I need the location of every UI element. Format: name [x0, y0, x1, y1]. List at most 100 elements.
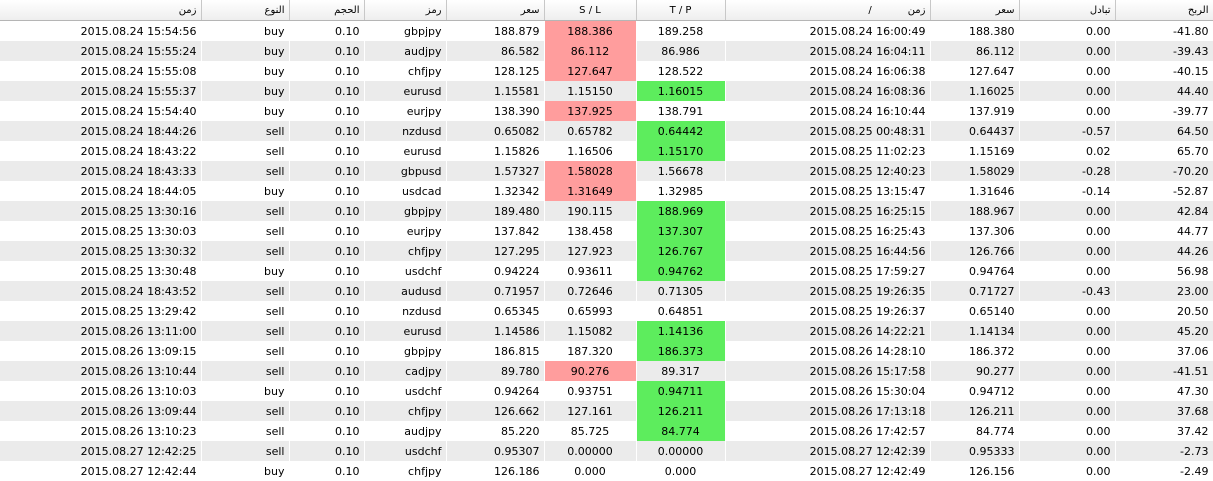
- table-row[interactable]: 2015.08.24 18:43:22 sell 0.10 eurusd 1.15826…: [0, 141, 1213, 161]
- table-row[interactable]: 2015.08.27 12:42:25 sell 0.10 usdchf 0.95307…: [0, 441, 1213, 461]
- cell-open-price: 1.15581: [446, 81, 545, 101]
- cell-close-time: 2015.08.26 15:30:04: [725, 381, 931, 401]
- cell-symbol: usdcad: [364, 181, 447, 201]
- table-row[interactable]: 2015.08.26 13:09:15 sell 0.10 gbpjpy 186.815…: [0, 341, 1213, 361]
- cell-volume: 0.10: [289, 41, 365, 61]
- table-row[interactable]: 2015.08.27 12:42:44 buy 0.10 chfjpy 126.186 0…: [0, 461, 1213, 481]
- cell-open-price: 1.14586: [446, 321, 545, 341]
- col-header-sl[interactable]: S / L: [544, 0, 637, 21]
- cell-close-price: 0.64437: [930, 121, 1020, 141]
- table-row[interactable]: 2015.08.26 13:11:00 sell 0.10 eurusd 1.14586…: [0, 321, 1213, 341]
- cell-type: buy: [201, 381, 290, 401]
- cell-swap: 0.00: [1019, 41, 1116, 61]
- cell-close-price: 137.919: [930, 101, 1020, 121]
- cell-profit: 37.68: [1115, 401, 1213, 421]
- cell-tp: 0.000: [636, 461, 726, 481]
- cell-sl: 1.15150: [544, 81, 637, 101]
- cell-open-time: 2015.08.24 18:43:22: [0, 141, 202, 161]
- cell-profit: -70.20: [1115, 161, 1213, 181]
- table-row[interactable]: 2015.08.24 18:43:33 sell 0.10 gbpusd 1.57327…: [0, 161, 1213, 181]
- cell-close-time: 2015.08.25 13:15:47: [725, 181, 931, 201]
- table-row[interactable]: 2015.08.24 15:54:56 buy 0.10 gbpjpy 188.879 1…: [0, 20, 1213, 41]
- cell-volume: 0.10: [289, 281, 365, 301]
- cell-type: sell: [201, 221, 290, 241]
- col-header-type[interactable]: النوع: [201, 0, 290, 21]
- cell-swap: 0.00: [1019, 241, 1116, 261]
- table-row[interactable]: 2015.08.26 13:10:44 sell 0.10 cadjpy 89.780 9…: [0, 361, 1213, 381]
- cell-symbol: usdchf: [364, 381, 447, 401]
- cell-sl: 190.115: [544, 201, 637, 221]
- cell-close-price: 137.306: [930, 221, 1020, 241]
- cell-symbol: eurusd: [364, 321, 447, 341]
- table-row[interactable]: 2015.08.24 15:55:24 buy 0.10 audjpy 86.582 86…: [0, 41, 1213, 61]
- cell-tp: 86.986: [636, 41, 726, 61]
- cell-symbol: gbpusd: [364, 161, 447, 181]
- cell-open-time: 2015.08.24 18:43:52: [0, 281, 202, 301]
- cell-tp: 0.94762: [636, 261, 726, 281]
- table-row[interactable]: 2015.08.26 13:10:23 sell 0.10 audjpy 85.220 8…: [0, 421, 1213, 441]
- cell-volume: 0.10: [289, 301, 365, 321]
- cell-tp: 126.767: [636, 241, 726, 261]
- table-row[interactable]: 2015.08.24 18:44:26 sell 0.10 nzdusd 0.65082…: [0, 121, 1213, 141]
- table-row[interactable]: 2015.08.26 13:09:44 sell 0.10 chfjpy 126.662…: [0, 401, 1213, 421]
- cell-type: buy: [201, 101, 290, 121]
- cell-close-time: 2015.08.25 17:59:27: [725, 261, 931, 281]
- cell-symbol: eurusd: [364, 81, 447, 101]
- cell-type: buy: [201, 81, 290, 101]
- table-row[interactable]: 2015.08.24 15:55:08 buy 0.10 chfjpy 128.125 1…: [0, 61, 1213, 81]
- cell-swap: 0.00: [1019, 261, 1116, 281]
- cell-open-time: 2015.08.25 13:29:42: [0, 301, 202, 321]
- cell-close-price: 90.277: [930, 361, 1020, 381]
- col-header-swap[interactable]: تبادل: [1019, 0, 1116, 21]
- cell-swap: 0.00: [1019, 321, 1116, 341]
- table-row[interactable]: 2015.08.25 13:29:42 sell 0.10 nzdusd 0.65345…: [0, 301, 1213, 321]
- cell-tp: 128.522: [636, 61, 726, 81]
- table-row[interactable]: 2015.08.25 13:30:32 sell 0.10 chfjpy 127.295…: [0, 241, 1213, 261]
- cell-profit: -52.87: [1115, 181, 1213, 201]
- table-row[interactable]: 2015.08.25 13:30:03 sell 0.10 eurjpy 137.842…: [0, 221, 1213, 241]
- cell-close-price: 1.31646: [930, 181, 1020, 201]
- cell-symbol: eurusd: [364, 141, 447, 161]
- table-row[interactable]: 2015.08.24 15:55:37 buy 0.10 eurusd 1.15581 1…: [0, 81, 1213, 101]
- cell-profit: 37.06: [1115, 341, 1213, 361]
- cell-close-time: 2015.08.26 14:28:10: [725, 341, 931, 361]
- cell-type: buy: [201, 181, 290, 201]
- col-header-close-time[interactable]: / زمن: [725, 0, 931, 21]
- cell-close-price: 126.766: [930, 241, 1020, 261]
- table-row[interactable]: 2015.08.24 18:43:52 sell 0.10 audusd 0.71957…: [0, 281, 1213, 301]
- cell-profit: -41.80: [1115, 20, 1213, 41]
- col-header-volume[interactable]: الحجم: [289, 0, 365, 21]
- cell-close-price: 0.71727: [930, 281, 1020, 301]
- cell-open-price: 128.125: [446, 61, 545, 81]
- col-header-profit[interactable]: الربح: [1115, 0, 1213, 21]
- cell-sl: 0.93751: [544, 381, 637, 401]
- col-header-symbol[interactable]: رمز: [364, 0, 447, 21]
- table-row[interactable]: 2015.08.24 15:54:40 buy 0.10 eurjpy 138.390 1…: [0, 101, 1213, 121]
- col-header-tp[interactable]: T / P: [636, 0, 726, 21]
- cell-close-time: 2015.08.27 12:42:39: [725, 441, 931, 461]
- cell-profit: 23.00: [1115, 281, 1213, 301]
- cell-open-price: 188.879: [446, 20, 545, 41]
- table-row[interactable]: 2015.08.26 13:10:03 buy 0.10 usdchf 0.94264 0…: [0, 381, 1213, 401]
- table-row[interactable]: 2015.08.25 13:30:48 buy 0.10 usdchf 0.94224 0…: [0, 261, 1213, 281]
- cell-symbol: nzdusd: [364, 301, 447, 321]
- cell-swap: 0.00: [1019, 421, 1116, 441]
- cell-sl: 0.65993: [544, 301, 637, 321]
- cell-close-price: 127.647: [930, 61, 1020, 81]
- cell-open-price: 0.94224: [446, 261, 545, 281]
- table-row[interactable]: 2015.08.24 18:44:05 buy 0.10 usdcad 1.32342 1…: [0, 181, 1213, 201]
- cell-open-price: 1.15826: [446, 141, 545, 161]
- cell-swap: 0.00: [1019, 81, 1116, 101]
- cell-type: sell: [201, 301, 290, 321]
- cell-swap: 0.00: [1019, 201, 1116, 221]
- cell-close-price: 186.372: [930, 341, 1020, 361]
- cell-open-time: 2015.08.27 12:42:25: [0, 441, 202, 461]
- cell-open-time: 2015.08.25 13:30:32: [0, 241, 202, 261]
- col-header-close-price[interactable]: سعر: [930, 0, 1020, 21]
- cell-close-price: 0.95333: [930, 441, 1020, 461]
- col-header-open-time[interactable]: زمن: [0, 0, 202, 21]
- col-header-open-price[interactable]: سعر: [446, 0, 545, 21]
- table-row[interactable]: 2015.08.25 13:30:16 sell 0.10 gbpjpy 189.480…: [0, 201, 1213, 221]
- cell-profit: 44.77: [1115, 221, 1213, 241]
